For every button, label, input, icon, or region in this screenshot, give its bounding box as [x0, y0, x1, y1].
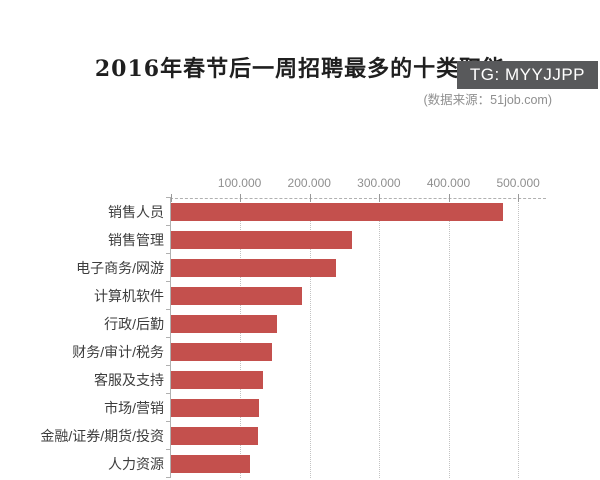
bar — [171, 287, 303, 305]
gridline — [518, 194, 520, 478]
axis-tick — [448, 194, 450, 202]
category-boundary-tick — [166, 421, 171, 422]
bar-rows: 销售人员销售管理电子商务/网游计算机软件行政/后勤财务/审计/税务客服及支持市场… — [40, 197, 546, 478]
x-axis-tick-label: 400.000 — [426, 176, 471, 190]
plot-area: 销售人员销售管理电子商务/网游计算机软件行政/后勤财务/审计/税务客服及支持市场… — [40, 194, 546, 478]
category-label: 金融/证券/期货/投资 — [40, 428, 164, 444]
category-boundary-tick — [166, 393, 171, 394]
bar-row: 人力资源 — [108, 449, 546, 478]
bar — [171, 259, 337, 277]
category-boundary-tick — [166, 225, 171, 226]
bar-row: 金融/证券/期货/投资 — [40, 421, 546, 450]
axis-tick — [309, 194, 311, 202]
bar-row: 计算机软件 — [94, 281, 546, 310]
gridline — [379, 194, 381, 478]
category-boundary-tick — [166, 449, 171, 450]
category-label: 销售管理 — [108, 232, 164, 248]
bar-row: 电子商务/网游 — [76, 253, 546, 282]
chart-source: (数据来源：51job.com) — [423, 93, 553, 107]
x-axis-tick-label: 500.000 — [496, 176, 540, 190]
category-label: 财务/审计/税务 — [72, 344, 164, 360]
bar — [171, 455, 251, 473]
bar — [171, 371, 263, 389]
x-axis-tick-label: 100.000 — [217, 176, 262, 190]
bar-row: 销售管理 — [108, 225, 546, 254]
category-boundary-tick — [166, 337, 171, 338]
category-label: 行政/后勤 — [104, 316, 164, 332]
category-boundary-tick — [166, 477, 171, 478]
axis-tick — [379, 194, 381, 202]
bar-row: 行政/后勤 — [104, 309, 546, 338]
bar-row: 销售人员 — [108, 197, 546, 226]
category-label: 销售人员 — [108, 204, 164, 220]
bar — [171, 231, 352, 249]
axis-tick — [240, 194, 242, 202]
bar-row: 市场/营销 — [104, 393, 546, 422]
bar-chart: 100.000 200.000 300.000 400.000 500.000 销售人员… — [0, 174, 600, 478]
gridline — [309, 194, 311, 478]
category-label: 计算机软件 — [94, 288, 164, 304]
bar — [171, 315, 277, 333]
x-axis-labels: 100.000 200.000 300.000 400.000 500.000 — [170, 174, 546, 198]
bar — [171, 399, 259, 417]
telegram-badge-text: TG: MYYJJPP — [469, 65, 585, 84]
bar — [171, 343, 273, 361]
category-boundary-tick — [166, 365, 171, 366]
page: TG: MYYJJPP 2016年春节后一周招聘最多的十类职能 (数据来源：51… — [0, 54, 600, 480]
axis-origin-tick — [171, 194, 172, 202]
category-boundary-tick — [166, 253, 171, 254]
gridline — [240, 194, 242, 478]
category-boundary-tick — [166, 281, 171, 282]
gridline — [448, 194, 450, 478]
axis-tick — [518, 194, 520, 202]
bar — [171, 427, 258, 445]
chart-title: 2016年春节后一周招聘最多的十类职能 — [94, 56, 506, 82]
category-label: 客服及支持 — [94, 372, 164, 388]
category-label: 市场/营销 — [104, 400, 164, 416]
category-boundary-tick — [166, 309, 171, 310]
x-axis-line — [170, 198, 546, 199]
x-axis-tick-label: 300.000 — [357, 176, 401, 190]
bar-row: 财务/审计/税务 — [72, 337, 546, 366]
category-label: 人力资源 — [108, 456, 164, 472]
x-axis-tick-label: 200.000 — [287, 176, 331, 190]
category-label: 电子商务/网游 — [76, 260, 164, 276]
bar — [171, 203, 503, 221]
category-boundary-tick — [166, 197, 171, 198]
bar-row: 客服及支持 — [94, 365, 546, 394]
telegram-badge: TG: MYYJJPP — [456, 61, 598, 89]
